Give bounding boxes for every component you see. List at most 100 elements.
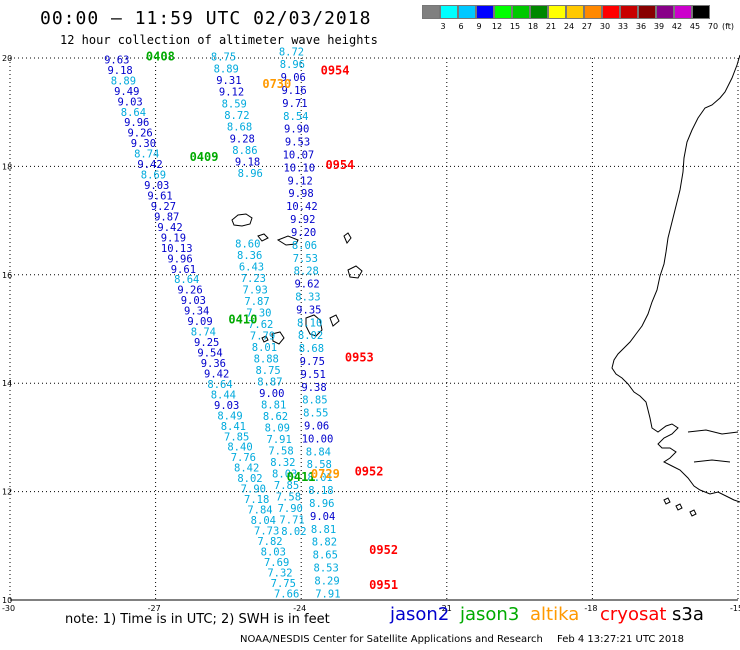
swh-value: 9.16 bbox=[281, 85, 306, 97]
swh-value: 7.82 bbox=[257, 536, 282, 548]
pass-label: 0952 bbox=[369, 543, 398, 557]
swh-value: 9.31 bbox=[216, 75, 241, 87]
swh-value: 8.96 bbox=[309, 498, 334, 510]
pass-label: 0951 bbox=[369, 578, 398, 592]
legend-bin-label: 3 bbox=[440, 22, 446, 31]
lat-tick-label: 14 bbox=[2, 379, 12, 388]
swh-value: 7.91 bbox=[315, 588, 340, 600]
swh-value: 9.09 bbox=[187, 316, 212, 328]
swh-value: 9.18 bbox=[107, 65, 132, 77]
swh-value: 9.54 bbox=[197, 348, 222, 360]
swh-value: 7.69 bbox=[264, 557, 289, 569]
legend-swatch bbox=[512, 5, 530, 19]
swh-value: 8.02 bbox=[237, 473, 262, 485]
swh-value: 8.53 bbox=[314, 562, 339, 574]
gambia-river bbox=[687, 429, 739, 435]
lon-tick-label: -15 bbox=[730, 604, 740, 613]
pass-label: 0954 bbox=[321, 63, 350, 77]
legend-bin-label: 42 bbox=[671, 22, 683, 31]
legend-bin-label: 33 bbox=[617, 22, 629, 31]
swh-value: 8.74 bbox=[191, 327, 216, 339]
swh-value: 9.61 bbox=[147, 191, 172, 203]
swh-value: 9.71 bbox=[282, 98, 307, 110]
swh-value: 8.81 bbox=[261, 400, 286, 412]
swh-value: 9.26 bbox=[177, 285, 202, 297]
brava-island bbox=[261, 335, 269, 343]
swh-value: 8.89 bbox=[214, 63, 239, 75]
swh-value: 9.28 bbox=[230, 133, 255, 145]
swh-value: 9.42 bbox=[137, 159, 162, 171]
swh-value: 8.72 bbox=[224, 110, 249, 122]
legend-bin-label: 30 bbox=[599, 22, 611, 31]
altimeter-tracks: 9.639.188.899.499.038.649.969.269.308.74… bbox=[104, 46, 340, 600]
legend-bin-label: 36 bbox=[635, 22, 647, 31]
pass-label: 0953 bbox=[345, 351, 374, 365]
swh-value: 9.49 bbox=[114, 86, 139, 98]
swh-value: 8.89 bbox=[111, 75, 136, 87]
swh-value: 9.20 bbox=[291, 227, 316, 239]
swh-value: 8.60 bbox=[235, 239, 260, 251]
swh-value: 8.02 bbox=[281, 526, 306, 538]
pass-labels: 0408 0409 0410 0411 0730 0729 0954 0954 0953 0952… bbox=[146, 50, 398, 592]
generated-timestamp: Feb 4 13:27:21 UTC 2018 bbox=[557, 634, 684, 645]
swh-value: 9.51 bbox=[301, 369, 326, 381]
lon-tick-label: -30 bbox=[2, 604, 15, 613]
casamance-river bbox=[693, 459, 731, 463]
pass-label: 0729 bbox=[311, 467, 340, 481]
swh-value: 7.91 bbox=[267, 434, 292, 446]
swh-value: 8.02 bbox=[298, 330, 323, 342]
swh-value: 8.28 bbox=[294, 266, 319, 278]
legend-swatch bbox=[566, 5, 584, 19]
legend-swatch bbox=[656, 5, 674, 19]
footer-note: note: 1) Time is in UTC; 2) SWH is in fe… bbox=[65, 612, 330, 627]
sal-island bbox=[343, 232, 352, 244]
legend-unit: (ft) bbox=[721, 22, 735, 31]
swh-value: 7.53 bbox=[293, 253, 318, 265]
swh-value: 8.96 bbox=[280, 59, 305, 71]
swh-value: 8.88 bbox=[254, 354, 279, 366]
legend-swatch bbox=[458, 5, 476, 19]
lat-tick-label: 12 bbox=[2, 488, 12, 497]
swh-value: 10.13 bbox=[161, 243, 193, 255]
swh-value: 8.58 bbox=[307, 459, 332, 471]
lon-tick-label: -24 bbox=[293, 604, 306, 613]
pass-label: 0408 bbox=[146, 50, 175, 64]
swh-value: 6.43 bbox=[239, 262, 264, 274]
swh-value: 7.18 bbox=[244, 494, 269, 506]
swh-value: 9.00 bbox=[259, 388, 284, 400]
pass-label: 0730 bbox=[262, 77, 291, 91]
legend-swatch bbox=[548, 5, 566, 19]
credit-line: NOAA/NESDIS Center for Satellite Applica… bbox=[240, 634, 543, 645]
legend-swatch bbox=[530, 5, 548, 19]
swh-value: 8.87 bbox=[257, 377, 282, 389]
swh-value: 8.09 bbox=[265, 423, 290, 435]
swh-value: 9.04 bbox=[310, 511, 335, 523]
lon-tick-label: -21 bbox=[439, 604, 452, 613]
swh-value: 8.01 bbox=[307, 472, 332, 484]
swh-value: 8.96 bbox=[238, 168, 263, 180]
swh-value: 9.96 bbox=[124, 117, 149, 129]
swh-value: 9.30 bbox=[131, 138, 156, 150]
swh-value: 8.75 bbox=[211, 52, 236, 64]
swh-value: 7.73 bbox=[254, 525, 279, 537]
swh-value: 8.84 bbox=[306, 446, 331, 458]
lon-tick-label: -27 bbox=[148, 604, 161, 613]
legend-swatch bbox=[602, 5, 620, 19]
swh-value: 8.86 bbox=[232, 145, 257, 157]
mission-label: cryosat bbox=[600, 604, 667, 625]
legend-bin-label: 21 bbox=[545, 22, 557, 31]
swh-value: 7.71 bbox=[279, 514, 304, 526]
swh-value: 7.90 bbox=[278, 503, 303, 515]
swh-value: 9.03 bbox=[117, 96, 142, 108]
page-subtitle: 12 hour collection of altimeter wave hei… bbox=[60, 33, 378, 47]
swh-value: 9.53 bbox=[285, 137, 310, 149]
swh-value: 7.58 bbox=[268, 446, 293, 458]
bijagos-islands bbox=[663, 497, 697, 517]
swh-value: 9.19 bbox=[161, 232, 186, 244]
pass-label: 0954 bbox=[325, 158, 354, 172]
pass-label: 0411 bbox=[287, 470, 316, 484]
swh-value: 8.29 bbox=[314, 575, 339, 587]
swh-value: 8.75 bbox=[255, 365, 280, 377]
legend-swatch bbox=[422, 5, 440, 19]
